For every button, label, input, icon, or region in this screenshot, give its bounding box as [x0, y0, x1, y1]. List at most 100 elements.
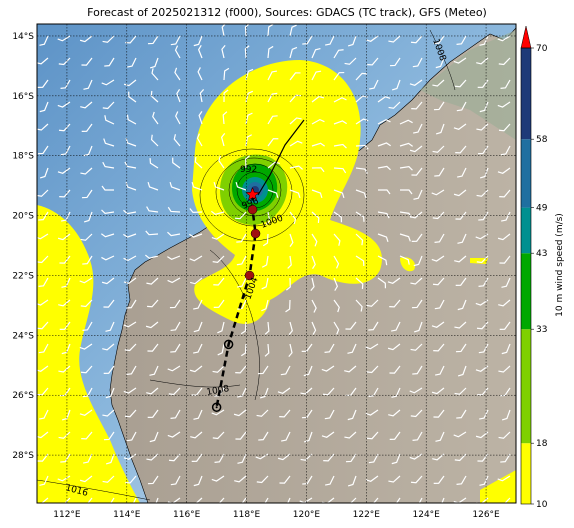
wind-barb [455, 277, 467, 286]
wind-barb [102, 343, 115, 351]
graticule [37, 24, 516, 503]
wind-barb [170, 321, 181, 332]
wind-barb [333, 255, 340, 269]
wind-barb [37, 321, 49, 330]
wind-barb [453, 123, 467, 130]
wind-barb [81, 57, 93, 66]
wind-barb [410, 475, 423, 484]
colorbar-segment [521, 139, 531, 208]
lon-tick-label: 122°E [353, 510, 381, 520]
wind-barb [175, 111, 181, 125]
wind-barb [377, 142, 391, 147]
wind-contour-18-west [37, 205, 140, 503]
wind-barb [333, 143, 347, 149]
wind-barb [378, 189, 391, 195]
wind-barb [189, 255, 203, 262]
colorbar-tick-label: 10 [536, 500, 548, 510]
wind-barb [377, 119, 391, 125]
wind-barb [57, 233, 71, 241]
wind-barb [453, 57, 467, 64]
wind-barb [149, 497, 159, 503]
lat-tick-label: 16°S [12, 92, 34, 102]
wind-barb [235, 497, 247, 503]
wind-barb [355, 118, 369, 125]
wind-barb [101, 277, 115, 285]
wind-barb [123, 277, 137, 285]
wind-barb [324, 409, 335, 420]
wind-barb [344, 365, 357, 373]
wind-barb [39, 101, 49, 113]
wind-barb [151, 68, 159, 81]
wind-barb [377, 165, 391, 171]
wind-barb [365, 409, 379, 416]
track-point-open [223, 339, 234, 350]
wind-barb [455, 145, 467, 154]
wind-barb [123, 209, 137, 215]
wind-barb [191, 181, 203, 191]
wind-barb [500, 79, 511, 89]
wind-barb [499, 321, 511, 330]
wind-barb [261, 299, 269, 312]
wind-barb [366, 299, 379, 307]
wind-barb [58, 57, 71, 66]
wind-barb [124, 409, 137, 418]
wind-barb [81, 123, 93, 132]
wind-barb [476, 123, 489, 131]
wind-barb [333, 211, 343, 223]
wind-barb [146, 387, 159, 395]
wind-barb [411, 101, 423, 110]
wind-barb [288, 321, 293, 335]
wind-barb [245, 68, 254, 81]
wind-barb [198, 111, 203, 125]
wind-barb [399, 255, 410, 265]
colorbar-segment [521, 329, 531, 444]
wind-barb [456, 475, 467, 485]
wind-barb [190, 497, 203, 503]
wind-barb [454, 79, 467, 88]
wind-barb [197, 45, 203, 59]
wind-barb [500, 145, 511, 156]
wind-barb [80, 233, 93, 241]
wind-barb [432, 145, 445, 153]
wind-barb [127, 57, 137, 68]
wind-barb [37, 387, 49, 396]
wind-barb [127, 497, 137, 503]
wind-barb [287, 255, 292, 269]
wind-barb [409, 387, 423, 394]
wind-barb [431, 189, 445, 196]
track-point [244, 270, 255, 281]
isobar-label-992: 992 [240, 165, 257, 175]
wind-barb [355, 189, 367, 199]
wind-barb [347, 343, 357, 354]
wind-barb [61, 277, 71, 288]
wind-contour-18-east [400, 257, 516, 503]
wind-barb [196, 133, 203, 147]
wind-barb [221, 45, 226, 59]
wind-barb [476, 497, 489, 503]
lon-tick-label: 124°E [413, 510, 441, 520]
wind-barb [222, 111, 228, 125]
wind-barb [409, 453, 423, 460]
wind-barb [479, 101, 489, 113]
lon-tick-label: 116°E [173, 510, 201, 520]
wind-barb [389, 365, 401, 374]
wind-barb [498, 123, 511, 132]
wind-barb [37, 431, 49, 439]
wind-barb [37, 365, 49, 372]
wind-barb [212, 365, 225, 373]
colorbar-segment [521, 253, 531, 330]
wind-barb [367, 497, 379, 503]
wind-barb [303, 431, 313, 443]
wind-barb [57, 35, 71, 42]
wind-barb [149, 365, 159, 376]
wind-barb [170, 409, 181, 419]
wind-barb [80, 167, 93, 175]
wind-barb [369, 79, 379, 90]
wind-barb [212, 497, 225, 503]
wind-barb [454, 387, 467, 395]
wind-barb [479, 35, 489, 46]
ecmwf-track-line [257, 119, 305, 196]
wind-barb [58, 497, 71, 503]
wind-barb [311, 233, 318, 247]
wind-barb [233, 409, 247, 417]
